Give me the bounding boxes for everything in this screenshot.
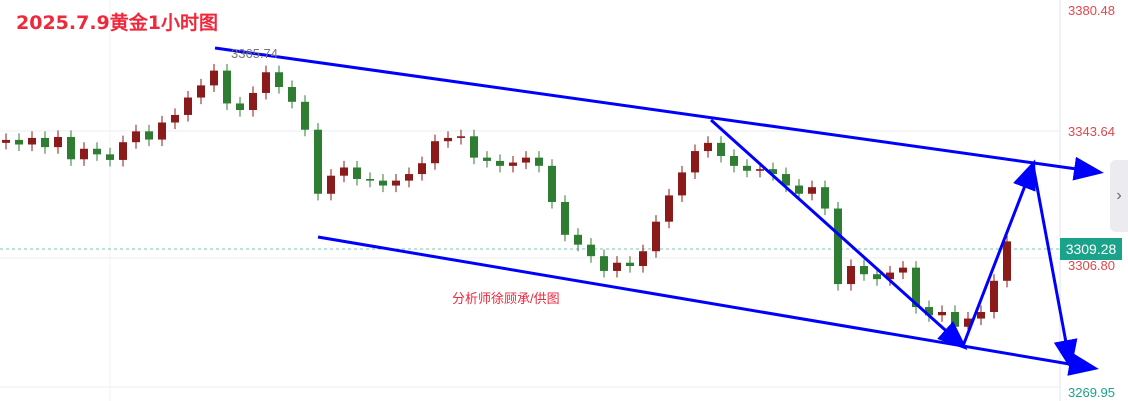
candle-body [548, 165, 556, 202]
candles [2, 64, 1011, 334]
candle-body [366, 178, 374, 181]
candle-body [912, 267, 920, 308]
current-price-badge: 3309.28 [1060, 238, 1122, 260]
candle-body [314, 129, 322, 194]
candle-body [379, 180, 387, 186]
candle-body [678, 172, 686, 196]
candle-body [860, 266, 868, 275]
candle-body [275, 72, 283, 88]
candle-body [2, 139, 10, 143]
candle-body [197, 85, 205, 98]
candle-body [756, 169, 764, 171]
candle-body [210, 70, 218, 86]
candle-body [574, 234, 582, 245]
candle-body [223, 70, 231, 104]
y-tick-label: 3380.48 [1068, 3, 1115, 18]
candle-body [886, 272, 894, 280]
candle-body [249, 92, 257, 111]
candle-body [340, 167, 348, 176]
candle-body [431, 141, 439, 164]
candle-body [639, 251, 647, 267]
candle-body [925, 307, 933, 316]
peak-price-label: 3365.74 [231, 46, 278, 61]
y-tick-label: 3306.80 [1068, 258, 1115, 273]
candle-body [691, 151, 699, 173]
candle-body [795, 185, 803, 194]
candle-body [158, 122, 166, 140]
candle-body [353, 167, 361, 179]
candle-body [613, 262, 621, 271]
downtrend-arrow [709, 118, 968, 351]
candle-body [171, 114, 179, 123]
candle-body [808, 187, 816, 194]
candle-body [106, 154, 114, 160]
candle-body [288, 87, 296, 102]
candle-body [782, 174, 790, 186]
candle-body [769, 169, 777, 175]
candle-body [262, 72, 270, 93]
candle-body [444, 137, 452, 142]
candle-body [704, 142, 712, 152]
trendlines [214, 46, 1104, 376]
candle-body [938, 311, 946, 316]
candle-body [327, 175, 335, 194]
lower-channel-line [317, 235, 1099, 376]
candle-body [496, 160, 504, 166]
candle-body [483, 157, 491, 161]
candle-body [977, 311, 985, 319]
candle-body [964, 318, 972, 327]
candle-body [41, 137, 49, 148]
candle-body [652, 221, 660, 252]
expand-panel-button[interactable]: › [1110, 160, 1128, 232]
candle-body [301, 101, 309, 130]
candle-body [834, 208, 842, 285]
candle-body [470, 136, 478, 158]
candle-body [509, 162, 517, 166]
candle-body [67, 136, 75, 160]
chart-title: 2025.7.9黄金1小时图 [16, 12, 218, 34]
candle-body [93, 148, 101, 155]
candle-body [990, 280, 998, 312]
candle-body [392, 180, 400, 186]
candle-body [457, 136, 465, 138]
candle-body [899, 267, 907, 273]
candle-body [535, 157, 543, 166]
candle-body [743, 165, 751, 171]
candle-body [132, 131, 140, 143]
chevron-right-icon: › [1116, 187, 1122, 204]
candle-body [626, 262, 634, 267]
candle-body [600, 256, 608, 271]
candle-body [522, 157, 530, 163]
candle-body [15, 139, 23, 145]
candle-body [951, 311, 959, 327]
candle-body [236, 103, 244, 111]
candle-body [184, 97, 192, 115]
candle-body [119, 142, 127, 160]
candle-body [80, 148, 88, 160]
candle-body [821, 187, 829, 209]
candle-body [847, 266, 855, 285]
candle-body [405, 174, 413, 181]
candle-body [873, 274, 881, 280]
candle-body [587, 244, 595, 257]
projected-drop-arrow [1031, 164, 1078, 370]
rebound-arrow [961, 159, 1036, 347]
candle-body [418, 163, 426, 175]
candle-body [561, 201, 569, 235]
upper-channel-line [214, 46, 1104, 181]
candle-body [54, 136, 62, 148]
y-tick-label: 3269.95 [1068, 385, 1115, 400]
candle-body [1003, 241, 1011, 281]
candle-body [665, 195, 673, 222]
candle-body [717, 142, 725, 156]
candle-body [730, 155, 738, 166]
watermark: 分析师徐顾承/供图 [452, 291, 560, 306]
y-tick-label: 3343.64 [1068, 124, 1115, 139]
candle-body [28, 137, 36, 145]
candle-body [145, 131, 153, 140]
